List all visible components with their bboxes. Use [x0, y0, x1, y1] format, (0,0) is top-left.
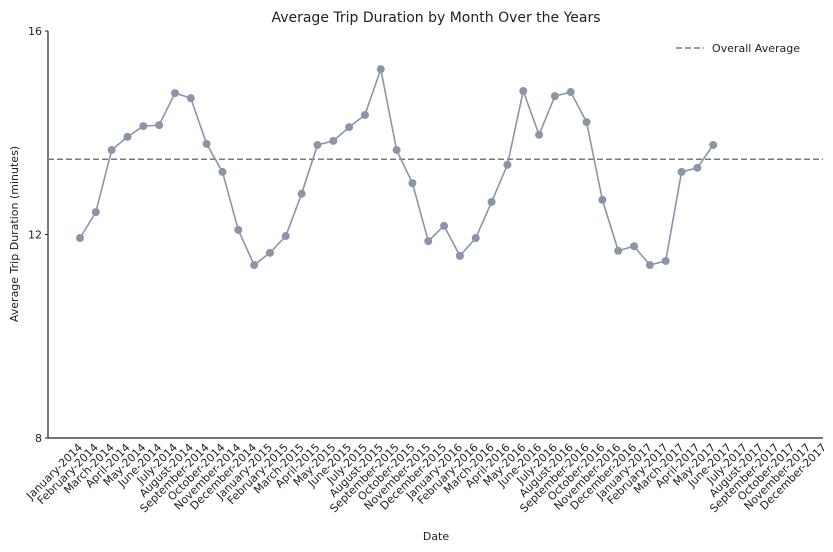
data-point: [329, 136, 338, 145]
data-point: [123, 132, 132, 141]
data-point: [170, 89, 179, 98]
y-tick-label: 16: [28, 25, 42, 38]
data-point: [614, 246, 623, 255]
data-point: [250, 261, 259, 270]
data-point: [677, 167, 686, 176]
data-point: [471, 234, 480, 243]
data-point: [313, 140, 322, 149]
data-point: [376, 65, 385, 74]
data-point: [693, 163, 702, 172]
data-point: [360, 110, 369, 119]
legend-label: Overall Average: [712, 42, 800, 55]
data-point: [408, 179, 417, 188]
data-point: [155, 121, 164, 130]
chart-title: Average Trip Duration by Month Over the …: [271, 10, 600, 26]
data-point: [139, 122, 148, 131]
data-point: [202, 139, 211, 148]
data-point: [709, 140, 718, 149]
data-point: [392, 146, 401, 155]
data-point: [503, 160, 512, 169]
data-point: [566, 88, 575, 97]
data-point: [76, 234, 84, 243]
data-point: [107, 146, 116, 155]
data-point: [91, 208, 100, 217]
data-point: [661, 256, 670, 265]
data-point: [487, 197, 496, 206]
y-tick-label: 12: [28, 229, 42, 242]
series-line: [79, 66, 714, 267]
data-point: [297, 189, 306, 198]
data-point: [345, 123, 354, 132]
data-point: [281, 232, 290, 241]
x-axis-label: Date: [423, 530, 450, 543]
data-point: [186, 94, 195, 103]
data-point: [598, 195, 607, 204]
y-axis-label: Average Trip Duration (minutes): [8, 146, 21, 322]
data-point: [234, 225, 243, 234]
data-point: [550, 92, 559, 101]
data-point: [630, 242, 639, 251]
data-point: [440, 221, 449, 230]
data-point: [582, 118, 591, 127]
data-point: [535, 130, 544, 139]
data-point: [218, 167, 227, 176]
data-point: [519, 87, 528, 96]
y-tick-label: 8: [35, 432, 42, 445]
data-point: [265, 248, 274, 257]
data-point: [645, 261, 654, 270]
data-point: [455, 251, 464, 260]
data-point: [424, 237, 433, 246]
